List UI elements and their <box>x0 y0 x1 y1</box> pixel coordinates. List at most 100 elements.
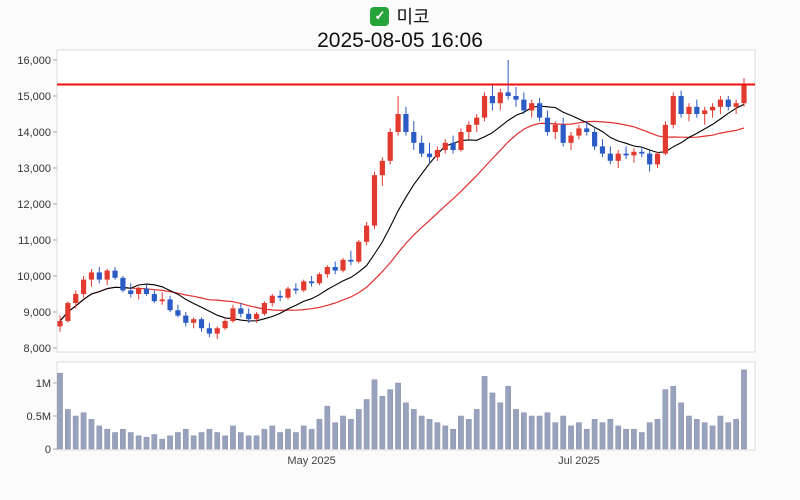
candle-body <box>584 128 590 132</box>
volume-bar <box>686 415 692 450</box>
price-axis-labels: 16,000 15,000 14,000 13,000 12,000 11,000 10,0… <box>17 55 57 355</box>
volume-bars <box>57 369 747 450</box>
volume-bar <box>159 438 166 450</box>
candle-body <box>450 142 456 150</box>
price-tick-label: 9,000 <box>23 307 51 319</box>
ma-short-line <box>59 103 745 322</box>
volume-bar <box>426 419 433 450</box>
volume-bar <box>293 432 299 450</box>
volume-bar <box>521 412 527 450</box>
candle-body <box>136 288 142 294</box>
candle-body <box>442 142 448 150</box>
volume-bar <box>560 415 567 450</box>
candle-body <box>246 313 252 320</box>
volume-bar <box>237 432 244 450</box>
candle-body <box>654 153 661 165</box>
candle-body <box>332 267 338 271</box>
candle-body <box>497 92 503 104</box>
candle-body <box>560 124 566 143</box>
volume-bar <box>450 428 456 450</box>
candle-body <box>293 288 299 291</box>
price-tick-label: 10,000 <box>17 271 51 283</box>
candle-body <box>434 150 440 158</box>
x-axis-labels: May 2025 Jul 2025 <box>287 455 599 467</box>
volume-bar <box>151 434 158 450</box>
volume-bar <box>505 386 511 450</box>
volume-bar <box>646 422 653 450</box>
volume-bar <box>57 372 63 450</box>
candle-body <box>513 96 519 100</box>
candlestick-series <box>57 60 747 339</box>
candle-body <box>175 310 181 316</box>
candle-body <box>73 294 79 303</box>
candle-body <box>458 132 464 150</box>
volume-bar <box>96 425 103 450</box>
candle-body <box>379 160 385 176</box>
candle-body <box>426 153 433 158</box>
volume-bar <box>371 379 378 450</box>
candle-body <box>269 295 275 303</box>
volume-bar <box>591 419 598 450</box>
candle-body <box>411 132 417 143</box>
candle-body <box>662 124 668 154</box>
volume-bar <box>403 402 409 450</box>
volume-bar <box>127 432 134 450</box>
volume-bar <box>143 436 150 450</box>
volume-bar <box>513 409 519 450</box>
volume-bar <box>623 428 629 450</box>
candle-body <box>340 259 346 271</box>
candle-body <box>198 319 205 329</box>
volume-bar <box>363 399 370 450</box>
volume-bar <box>253 435 260 450</box>
volume-bar <box>741 369 747 450</box>
price-tick-label: 16,000 <box>17 55 51 67</box>
volume-bar <box>497 402 504 450</box>
candle-body <box>552 124 558 132</box>
candle-body <box>301 281 307 291</box>
volume-bar <box>395 382 401 450</box>
volume-bar <box>615 425 622 450</box>
volume-bar <box>442 425 449 450</box>
candle-body <box>623 153 629 156</box>
volume-bar <box>269 425 276 450</box>
candle-body <box>505 92 511 96</box>
volume-bar <box>230 425 236 450</box>
volume-tick-label: 0 <box>45 444 51 456</box>
price-tick-label: 12,000 <box>17 199 51 211</box>
volume-bar <box>481 376 488 450</box>
volume-bar <box>300 425 307 450</box>
candle-body <box>167 299 173 311</box>
volume-bar <box>88 419 95 450</box>
volume-bar <box>277 432 283 450</box>
price-plot-area <box>56 49 756 353</box>
candle-body <box>159 299 165 302</box>
volume-bar <box>340 415 346 450</box>
price-tick-label: 13,000 <box>17 163 51 175</box>
candle-body <box>88 272 95 280</box>
candle-body <box>222 321 228 329</box>
volume-bar <box>80 412 87 450</box>
candle-body <box>183 315 189 323</box>
candle-body <box>592 132 598 147</box>
volume-bar <box>285 428 291 450</box>
volume-bar <box>112 432 118 450</box>
volume-bar <box>65 409 71 450</box>
candle-body <box>481 96 488 118</box>
volume-bar <box>528 415 535 450</box>
volume-tick-label: 1M <box>36 378 51 390</box>
candle-body <box>733 103 739 107</box>
volume-bar <box>473 409 480 450</box>
volume-bar <box>733 419 739 450</box>
candle-body <box>395 114 401 132</box>
candle-body <box>238 308 244 314</box>
volume-bar <box>214 432 221 450</box>
volume-bar <box>418 415 425 450</box>
volume-bar <box>599 422 606 450</box>
x-tick-label: May 2025 <box>287 455 335 467</box>
candle-body <box>120 277 126 291</box>
candle-body <box>104 270 110 280</box>
volume-bar <box>709 425 716 450</box>
candle-body <box>717 99 724 107</box>
